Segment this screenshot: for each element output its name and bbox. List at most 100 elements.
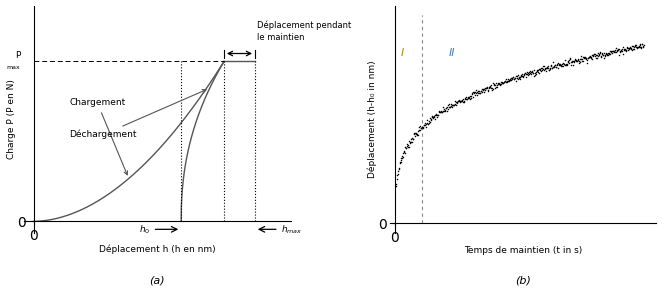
Point xyxy=(406,140,417,145)
Point xyxy=(469,90,480,95)
Point xyxy=(565,60,576,64)
Point xyxy=(617,44,628,49)
Point xyxy=(446,103,456,108)
Point xyxy=(582,58,592,62)
Point xyxy=(391,177,402,181)
Point xyxy=(406,136,417,141)
Point xyxy=(487,81,498,85)
Point xyxy=(485,83,495,88)
Point xyxy=(600,50,611,55)
Point xyxy=(584,55,594,60)
Point xyxy=(398,155,408,160)
Point xyxy=(426,117,437,122)
Point xyxy=(634,44,644,48)
Point xyxy=(569,60,579,64)
Point xyxy=(606,49,617,54)
Point xyxy=(472,90,483,94)
Point xyxy=(502,77,513,82)
Point xyxy=(527,69,538,74)
Point xyxy=(454,98,465,103)
Point xyxy=(390,183,401,188)
Point xyxy=(537,68,547,72)
Point xyxy=(561,63,571,68)
Point xyxy=(399,150,409,155)
Point xyxy=(416,126,426,130)
Point xyxy=(523,72,534,77)
Point xyxy=(564,61,575,66)
Point xyxy=(420,123,431,127)
Point xyxy=(587,52,598,57)
Point xyxy=(416,126,427,130)
Point xyxy=(401,146,412,151)
Text: $h_0$: $h_0$ xyxy=(139,223,150,235)
Point xyxy=(470,93,481,97)
Point xyxy=(473,88,483,93)
Point xyxy=(438,107,449,111)
Point xyxy=(457,100,468,105)
Point xyxy=(637,42,647,47)
Text: max: max xyxy=(7,66,21,70)
Point xyxy=(561,62,572,67)
Point xyxy=(614,49,625,54)
Point xyxy=(523,71,534,75)
Point xyxy=(402,141,412,146)
Point xyxy=(462,97,473,101)
Point xyxy=(424,120,435,125)
Text: Déchargement: Déchargement xyxy=(70,90,206,139)
Point xyxy=(442,108,452,113)
Point xyxy=(532,68,542,72)
Point xyxy=(575,56,585,61)
Point xyxy=(579,55,590,59)
Point xyxy=(422,121,433,126)
Point xyxy=(536,69,547,74)
Point xyxy=(607,48,618,53)
Point xyxy=(426,114,437,119)
Point xyxy=(547,60,558,64)
Point xyxy=(524,70,535,75)
Point xyxy=(436,109,446,114)
Point xyxy=(604,51,614,55)
Point xyxy=(496,81,507,86)
Point xyxy=(541,66,551,70)
Text: $h_{max}$: $h_{max}$ xyxy=(281,223,303,235)
Point xyxy=(560,62,571,67)
Point xyxy=(485,84,495,89)
Point xyxy=(591,56,601,60)
Point xyxy=(581,60,592,65)
Point xyxy=(554,63,565,67)
Point xyxy=(609,50,620,55)
Point xyxy=(402,145,413,150)
Point xyxy=(559,58,570,63)
Point xyxy=(624,45,635,50)
Point xyxy=(450,102,461,106)
Point xyxy=(600,53,610,58)
Point xyxy=(567,63,578,67)
Point xyxy=(432,113,443,118)
Point xyxy=(468,95,479,99)
Point xyxy=(615,49,626,54)
Point xyxy=(613,48,624,52)
Point xyxy=(424,121,434,125)
Point xyxy=(392,173,402,177)
Point xyxy=(561,61,571,66)
Point xyxy=(530,72,541,77)
Point xyxy=(444,105,455,110)
Point xyxy=(579,55,590,60)
Point xyxy=(630,45,641,50)
Point xyxy=(421,121,432,126)
Point xyxy=(504,78,514,83)
Text: (b): (b) xyxy=(515,276,531,285)
Point xyxy=(625,46,636,50)
Point xyxy=(528,71,538,75)
Point xyxy=(473,91,483,96)
Point xyxy=(477,90,487,94)
Point xyxy=(557,61,567,66)
Point xyxy=(396,158,406,163)
Point xyxy=(549,63,559,68)
Point xyxy=(636,46,647,50)
Point xyxy=(514,77,525,81)
Point xyxy=(603,50,614,55)
Point xyxy=(467,91,477,95)
Point xyxy=(449,103,459,107)
Point xyxy=(480,88,491,92)
